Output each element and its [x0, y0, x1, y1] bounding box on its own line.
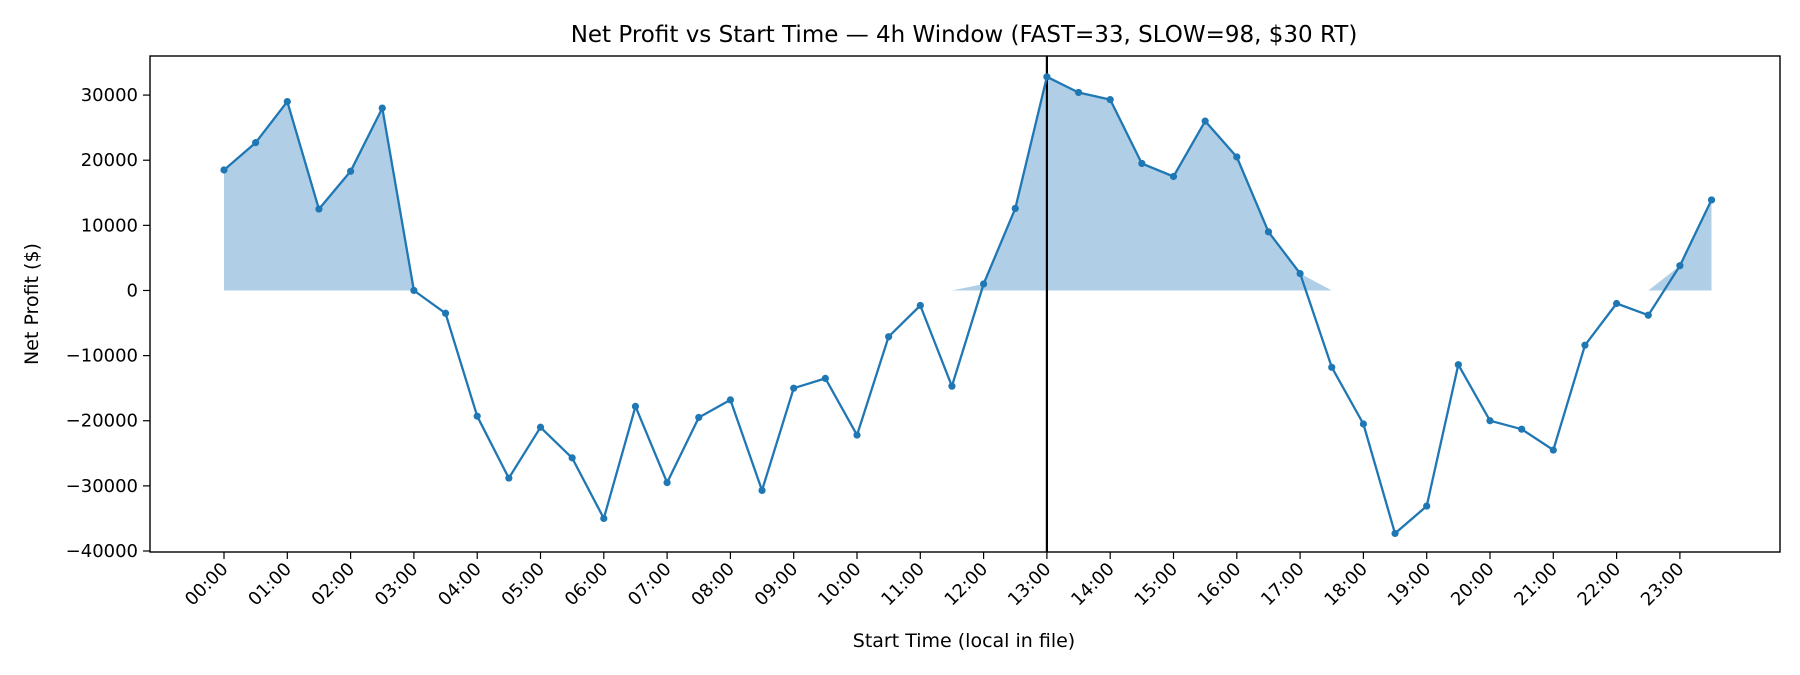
x-tick-label: 05:00 [498, 559, 550, 611]
y-tick-label: 30000 [81, 85, 138, 106]
x-tick-label: 15:00 [1131, 559, 1183, 611]
x-tick-label: 14:00 [1067, 559, 1119, 611]
data-point [1518, 425, 1526, 433]
x-tick-label: 10:00 [814, 559, 866, 611]
x-tick-label: 06:00 [561, 559, 613, 611]
data-point [1106, 96, 1114, 104]
y-tick-label: −20000 [66, 411, 138, 432]
data-point [916, 301, 924, 310]
data-point [1233, 153, 1241, 161]
data-point [505, 474, 513, 482]
data-point [1581, 341, 1589, 349]
x-tick-label: 03:00 [371, 559, 423, 611]
y-tick-label: 10000 [81, 215, 138, 236]
fill-region [951, 76, 1332, 291]
x-axis-label: Start Time (local in file) [853, 630, 1075, 652]
data-point [568, 454, 576, 462]
data-point [885, 333, 893, 341]
x-tick-label: 18:00 [1320, 559, 1372, 611]
series-line [223, 75, 1713, 535]
y-axis: 30000 20000 10000 0 −10000 −20000 −30000 −40000 [66, 85, 150, 562]
y-tick-label: −30000 [66, 476, 138, 497]
data-point [1613, 299, 1621, 308]
x-tick-label: 08:00 [687, 559, 739, 611]
x-tick-label: 02:00 [308, 559, 360, 611]
data-point [1328, 363, 1336, 371]
x-tick-label: 22:00 [1574, 559, 1626, 611]
data-point [1454, 361, 1462, 369]
data-point [1264, 228, 1273, 236]
y-tick-label: −10000 [66, 346, 138, 367]
data-point [1043, 73, 1051, 81]
x-tick-label: 00:00 [181, 559, 233, 611]
data-point [1201, 117, 1209, 125]
data-point [1549, 446, 1557, 454]
data-point [631, 402, 640, 411]
data-point [441, 309, 450, 317]
x-tick-label: 20:00 [1447, 559, 1499, 611]
data-point [758, 486, 766, 495]
y-tick-label: 0 [127, 280, 138, 301]
data-point [948, 382, 956, 390]
x-tick-label: 13:00 [1004, 559, 1056, 611]
data-point [1011, 204, 1019, 213]
data-point [821, 374, 829, 383]
x-tick-label: 12:00 [941, 559, 993, 611]
x-tick-label: 16:00 [1194, 559, 1246, 611]
data-point [536, 423, 545, 431]
data-point [1359, 420, 1367, 428]
x-axis: 00:00 01:00 02:00 03:00 04:00 05:00 06:00 07:00… [181, 552, 1688, 610]
data-point [1391, 529, 1399, 538]
x-tick-label: 01:00 [244, 559, 296, 611]
data-point [1296, 269, 1304, 278]
data-point [1074, 88, 1083, 97]
data-point [220, 166, 228, 174]
y-axis-label: Net Profit ($) [21, 243, 43, 365]
fill-region [1648, 199, 1712, 291]
data-point [315, 205, 323, 213]
data-point [283, 97, 291, 106]
data-point [1138, 159, 1146, 168]
data-point [473, 412, 481, 420]
fill-region [224, 101, 446, 291]
data-point [1707, 196, 1716, 204]
y-tick-label: −40000 [66, 541, 138, 562]
data-point [663, 479, 671, 487]
x-tick-label: 23:00 [1637, 559, 1689, 611]
series-net-profit [220, 73, 1716, 538]
data-point [410, 286, 418, 295]
data-point [1423, 502, 1431, 510]
data-point [790, 384, 798, 392]
data-point [600, 514, 608, 523]
x-tick-label: 17:00 [1257, 559, 1309, 611]
data-point [1486, 417, 1494, 425]
chart-title: Net Profit vs Start Time — 4h Window (FA… [571, 22, 1358, 48]
x-tick-label: 09:00 [751, 559, 803, 611]
data-point [347, 167, 355, 175]
x-tick-label: 07:00 [624, 559, 676, 611]
x-tick-label: 21:00 [1510, 559, 1562, 611]
x-tick-label: 11:00 [877, 559, 929, 611]
positive-fill-area [224, 76, 1712, 291]
data-point [853, 431, 861, 439]
data-point [1644, 311, 1652, 319]
data-point [726, 396, 735, 404]
data-point [1676, 262, 1684, 270]
x-tick-label: 19:00 [1384, 559, 1436, 611]
plot-frame [149, 55, 1781, 553]
data-point [378, 104, 386, 112]
data-point [1169, 172, 1178, 181]
y-tick-label: 20000 [81, 150, 138, 171]
data-point [695, 413, 703, 422]
x-tick-label: 04:00 [434, 559, 486, 611]
data-point [252, 139, 260, 147]
data-point [980, 280, 988, 288]
